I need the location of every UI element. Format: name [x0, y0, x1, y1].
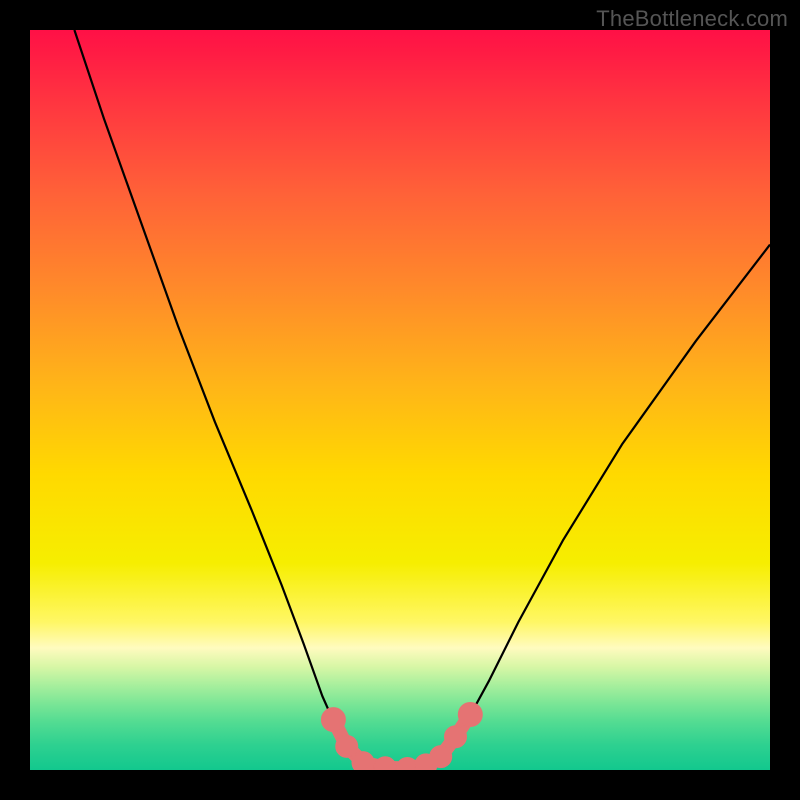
marker-bead: [321, 708, 345, 732]
plot-area: [30, 30, 770, 770]
marker-bead: [352, 752, 374, 770]
chart-background-gradient: [30, 30, 770, 770]
marker-bead: [336, 735, 358, 757]
watermark-text: TheBottleneck.com: [596, 6, 788, 32]
marker-bead: [445, 726, 467, 748]
bottleneck-chart-svg: [30, 30, 770, 770]
marker-bead: [430, 746, 452, 768]
marker-bead: [458, 703, 482, 727]
chart-frame: TheBottleneck.com: [0, 0, 800, 800]
